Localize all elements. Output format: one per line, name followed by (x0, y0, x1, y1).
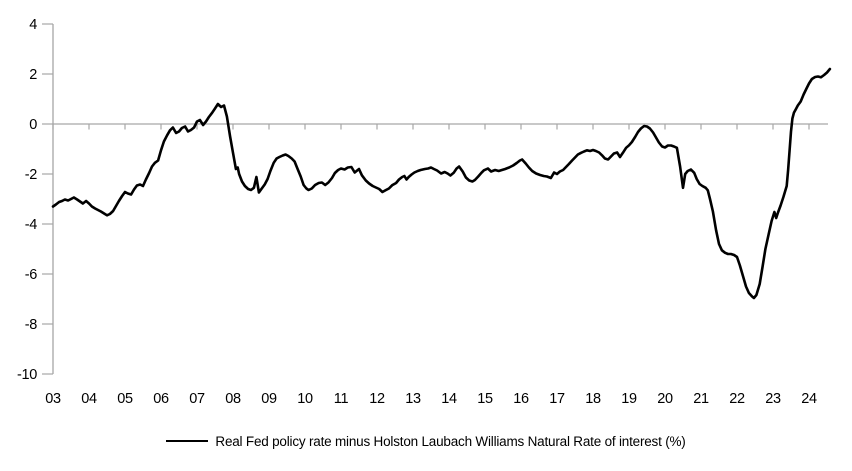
x-axis-label: 15 (477, 391, 493, 407)
x-axis-label: 20 (657, 391, 673, 407)
x-axis-label: 10 (297, 391, 313, 407)
x-axis-label: 06 (153, 391, 169, 407)
y-axis-label: -2 (25, 167, 38, 183)
x-axis-label: 23 (765, 391, 781, 407)
x-axis-label: 16 (513, 391, 529, 407)
x-axis-label: 12 (369, 391, 385, 407)
x-axis-label: 13 (405, 391, 421, 407)
y-axis-label: -8 (25, 317, 38, 333)
y-axis-label: -6 (25, 267, 38, 283)
x-axis-label: 18 (585, 391, 601, 407)
series-line (51, 67, 832, 300)
x-axis-label: 09 (261, 391, 277, 407)
x-axis-label: 05 (117, 391, 133, 407)
x-axis-label: 21 (693, 391, 709, 407)
y-axis-label: 0 (29, 117, 37, 133)
y-axis-label: -10 (17, 367, 37, 383)
x-axis-label: 17 (549, 391, 565, 407)
x-axis-label: 22 (729, 391, 745, 407)
legend-line-sample (166, 440, 209, 442)
x-axis-label: 03 (45, 391, 61, 407)
x-axis-label: 11 (334, 391, 349, 407)
real-fed-policy-rate-line-chart: 03 04 05 06 07 08 09 10 11 12 13 14 15 16 17 18 19 20 21 22… (17, 17, 832, 407)
x-axis-label: 14 (441, 391, 457, 407)
x-axis-label: 04 (81, 391, 97, 407)
x-axis-label: 19 (621, 391, 637, 407)
x-axis-label: 08 (225, 391, 241, 407)
legend-series-label: Real Fed policy rate minus Holston Lauba… (215, 433, 686, 449)
x-axis-label: 24 (801, 391, 817, 407)
y-axis-label: -4 (25, 217, 38, 233)
chart-legend: Real Fed policy rate minus Holston Lauba… (0, 431, 852, 451)
x-axis-label: 07 (189, 391, 205, 407)
y-axis-label: 4 (29, 17, 37, 33)
y-axis-label: 2 (29, 67, 37, 83)
